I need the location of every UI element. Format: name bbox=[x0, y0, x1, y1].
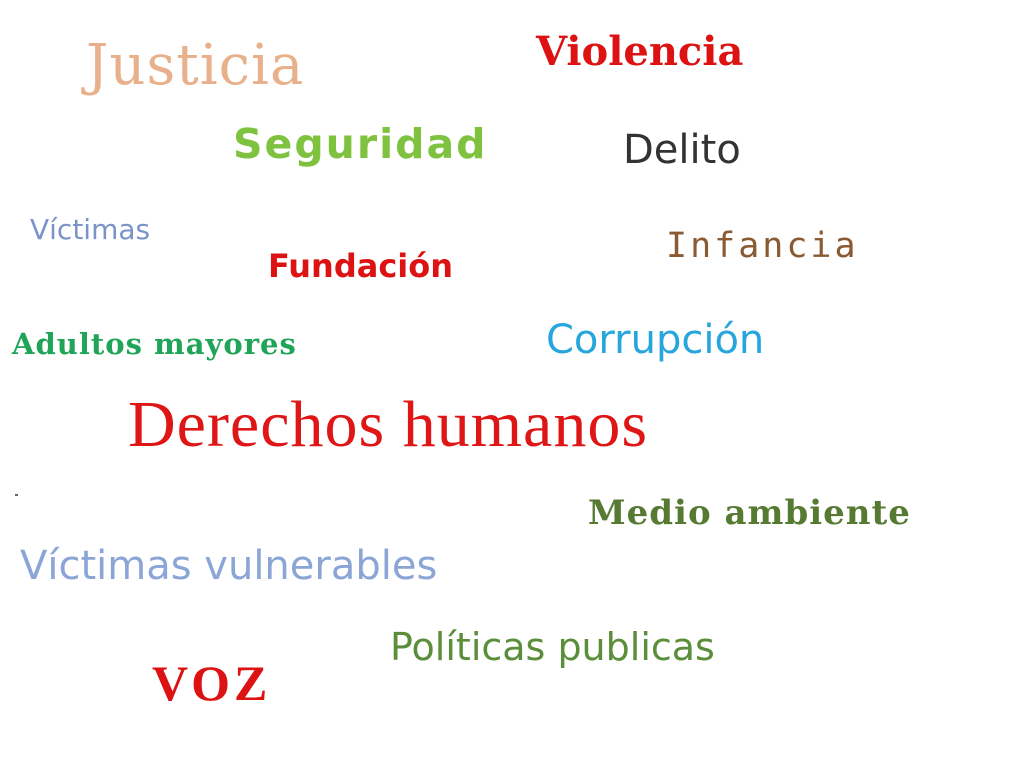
word-justicia: Justicia bbox=[86, 33, 305, 98]
word-voz: VOZ bbox=[152, 655, 272, 711]
word-corrupcion: Corrupción bbox=[546, 317, 765, 363]
word-victimas: Víctimas bbox=[30, 213, 151, 246]
word-fundacion: Fundación bbox=[268, 247, 454, 285]
word-adultos-mayores: Adultos mayores bbox=[12, 327, 297, 361]
word-delito: Delito bbox=[623, 127, 741, 173]
word-medio-ambiente: Medio ambiente bbox=[588, 493, 911, 533]
word-violencia: Violencia bbox=[536, 28, 744, 75]
word-victimas-vulnerables: Víctimas vulnerables bbox=[20, 543, 438, 589]
word-derechos-humanos: Derechos humanos bbox=[128, 388, 649, 461]
word-seguridad: Seguridad bbox=[233, 120, 488, 168]
word-politicas-publicas: Políticas publicas bbox=[390, 625, 715, 669]
word-infancia: Infancia bbox=[666, 226, 859, 266]
speck-mark bbox=[15, 494, 18, 496]
